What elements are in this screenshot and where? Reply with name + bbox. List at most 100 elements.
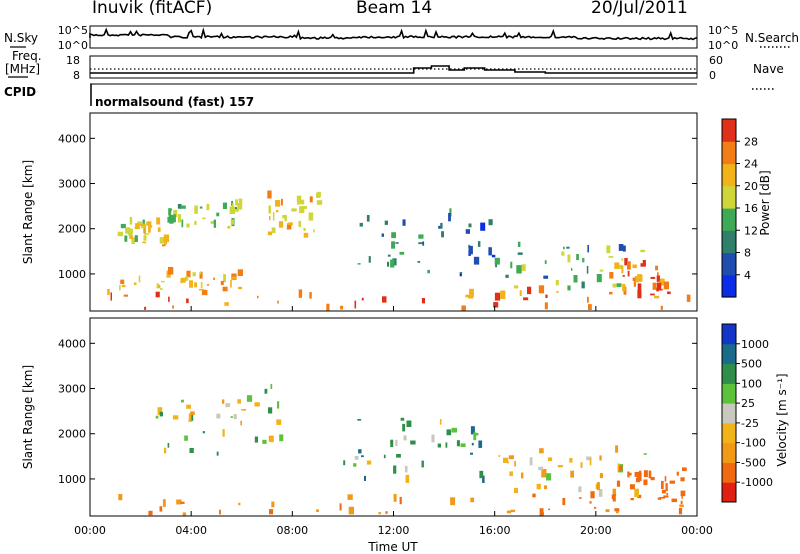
data-cell [470,452,473,455]
data-cell [267,190,272,199]
data-cell [128,229,133,236]
data-cell [159,506,163,512]
data-cell [612,283,617,288]
data-cell [664,476,667,482]
data-cell [579,497,582,499]
data-cell [404,465,408,473]
data-cell [180,501,185,504]
data-cell [650,293,655,296]
data-cell [618,465,623,471]
data-cell [164,241,168,245]
data-cell [121,284,126,288]
data-cell [199,271,202,275]
data-cell [506,510,511,514]
data-cell [659,497,666,499]
data-cell [612,488,617,496]
velocity-axes: 1000 2000 3000 4000 [58,337,697,486]
data-cell [361,297,364,301]
y-tick-label: 3000 [58,383,86,396]
data-cell [503,457,509,463]
data-cell [237,269,243,276]
data-cell [479,470,484,479]
data-cell [676,471,679,476]
data-cell [597,482,600,491]
data-cell [621,258,624,261]
data-cell [237,399,241,404]
x-tick-label: 08:00 [276,524,308,537]
data-cell [618,264,623,269]
data-cell [615,445,619,453]
data-cell [468,296,474,299]
data-cell [270,383,273,389]
freq-panel-frame [89,55,698,79]
data-cell [588,304,592,310]
data-cell [142,219,145,227]
data-cell [267,231,273,236]
data-cell [157,407,163,415]
data-cell [450,497,456,506]
data-cell [238,198,243,205]
noise-left-tick-bottom: 10^0 [58,39,88,52]
data-cell [347,494,353,500]
colorbar-tick-label: 28 [744,135,758,148]
data-cell [636,477,640,483]
data-cell [514,285,519,289]
data-cell [390,439,394,448]
data-cell [541,469,547,478]
data-cell [202,431,205,434]
data-cell [353,463,357,467]
data-cell [222,286,228,292]
data-cell [544,302,548,310]
colorbar-segment [722,163,736,187]
data-cell [262,439,267,444]
noise-right-tick-top: 10^5 [708,24,738,37]
cpid-label: CPID [4,85,37,99]
data-cell [417,261,421,263]
data-cell [635,275,639,283]
data-cell [199,271,203,279]
colorbar-segment [722,383,736,404]
data-cell [438,225,443,229]
data-cell [612,494,616,502]
y-tick-label: 2000 [58,428,86,441]
data-cell [230,219,234,225]
y-tick-label: 2000 [58,223,86,236]
data-cell [514,461,516,467]
data-cell [609,272,614,279]
data-cell [605,509,610,513]
data-cell [168,214,174,223]
data-cell [589,501,592,504]
freq-label-line1: Freq. [12,49,42,63]
data-cell [110,292,112,301]
data-cell [632,277,636,281]
data-cell [392,258,397,266]
data-cell [264,388,268,394]
data-cell [599,473,603,479]
colorbar-segment [722,252,736,276]
data-cell [269,437,274,443]
data-cell [299,206,305,214]
data-cell [133,282,137,285]
data-cell [581,281,585,289]
data-cell [238,502,241,506]
colorbar-segment [722,119,736,142]
data-cell [555,280,559,286]
data-cell [339,503,342,511]
data-cell [488,219,493,226]
data-cell [667,291,671,295]
power-colorbar: 4 8 12 16 20 24 28 [721,118,758,298]
data-cell [117,231,124,237]
nave-label: Nave [753,62,784,76]
colorbar-tick-label: -500 [741,456,766,469]
data-cell [282,215,287,219]
data-cell [180,278,183,284]
noise-left-tick-top: 10^5 [58,24,88,37]
data-cell [440,222,443,229]
x-axis: 00:00 04:00 08:00 12:00 16:00 20:00 00:00 [74,306,713,537]
data-cell [219,509,221,515]
colorbar-tick-label: 12 [744,224,758,237]
data-cell [656,275,660,282]
data-cell [599,269,604,272]
nave-right-tick-top: 60 [709,54,723,67]
data-cell [505,274,509,278]
